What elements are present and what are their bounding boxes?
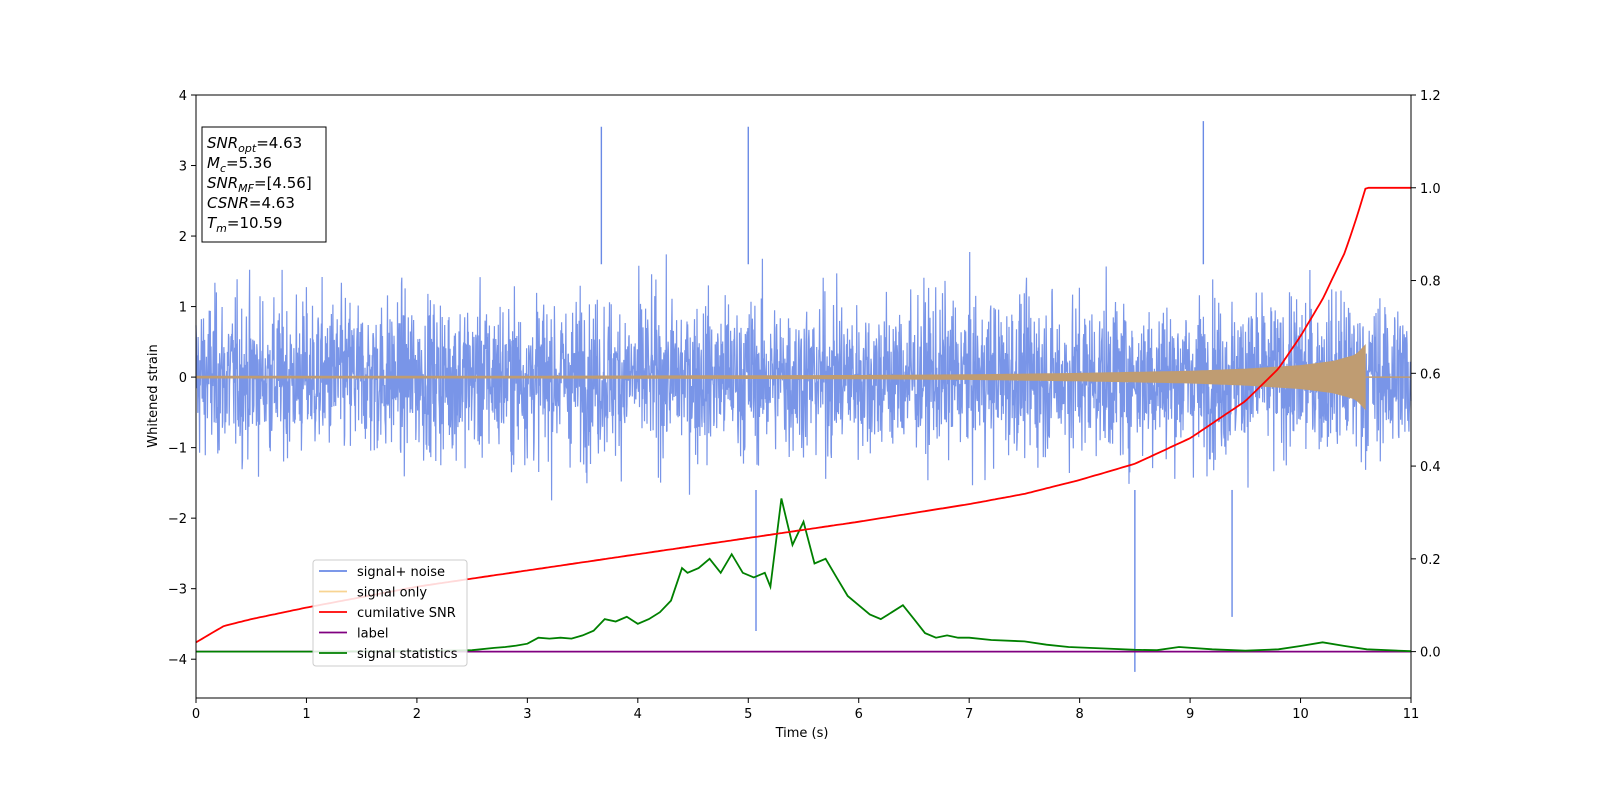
y-axis-right: 0.0 0.2 0.4 0.6 0.8 1.0 1.2 — [1411, 89, 1441, 661]
info-line-4: CSNR=4.63 — [207, 194, 295, 212]
y2-tick-label: 0.2 — [1420, 553, 1441, 568]
plot-frame — [195, 94, 1412, 699]
y-tick-label: 0 — [179, 371, 187, 386]
x-tick-label: 3 — [523, 707, 531, 722]
series-signal-only-band — [196, 344, 1366, 411]
x-tick-label: 7 — [965, 707, 973, 722]
x-tick-label: 2 — [413, 707, 421, 722]
legend-entry-label: label — [357, 627, 388, 642]
y-axis-label: Whitened strain — [146, 344, 161, 447]
info-line-3: SNRMF=[4.56] — [207, 174, 312, 195]
x-axis: 0 1 2 3 4 5 6 7 8 9 10 11 — [192, 698, 1419, 722]
x-tick-label: 4 — [634, 707, 642, 722]
series-signal-statistics-line — [196, 498, 1412, 653]
y2-tick-label: 0.8 — [1420, 275, 1441, 290]
x-tick-label: 9 — [1186, 707, 1194, 722]
x-tick-label: 11 — [1403, 707, 1420, 722]
series-signal-noise-line — [195, 251, 1412, 501]
y-tick-label: −4 — [168, 653, 187, 668]
info-box-frame — [201, 126, 327, 243]
x-tick-label: 10 — [1292, 707, 1309, 722]
y2-tick-label: 0.6 — [1420, 367, 1441, 382]
y-tick-label: −3 — [168, 583, 187, 598]
x-axis-label: Time (s) — [775, 726, 829, 741]
y-tick-label: 3 — [179, 160, 187, 175]
legend-entry-label: signal only — [357, 586, 427, 601]
info-line-1: SNRopt=4.63 — [207, 134, 302, 155]
legend-entry-label: cumilative SNR — [357, 606, 456, 621]
x-tick-label: 0 — [192, 707, 200, 722]
y2-tick-label: 1.2 — [1420, 89, 1441, 104]
x-tick-label: 6 — [855, 707, 863, 722]
y2-tick-label: 1.0 — [1420, 182, 1441, 197]
legend-frame — [312, 559, 468, 667]
signal-series-group — [196, 344, 1411, 411]
y-tick-label: 2 — [179, 230, 187, 245]
info-line-5: Tm=10.59 — [207, 214, 282, 235]
y2-tick-label: 0.0 — [1420, 646, 1441, 661]
y-tick-label: 1 — [179, 301, 187, 316]
y-tick-label: −1 — [168, 442, 187, 457]
y-tick-label: 4 — [179, 89, 187, 104]
x-tick-label: 5 — [744, 707, 752, 722]
info-line-2: Mc=5.36 — [207, 154, 272, 175]
y2-tick-label: 0.4 — [1420, 460, 1441, 475]
x-tick-label: 8 — [1075, 707, 1083, 722]
legend-entry-label: signal+ noise — [357, 565, 445, 580]
legend-entry-label: signal statistics — [357, 647, 458, 662]
y-tick-label: −2 — [168, 512, 187, 527]
noise-series-group — [195, 121, 1412, 672]
y-axis-left: −4 −3 −2 −1 0 1 2 3 4 — [168, 89, 196, 668]
legend: signal+ noise signal only cumilative SNR la… — [312, 559, 468, 667]
x-tick-label: 1 — [302, 707, 310, 722]
